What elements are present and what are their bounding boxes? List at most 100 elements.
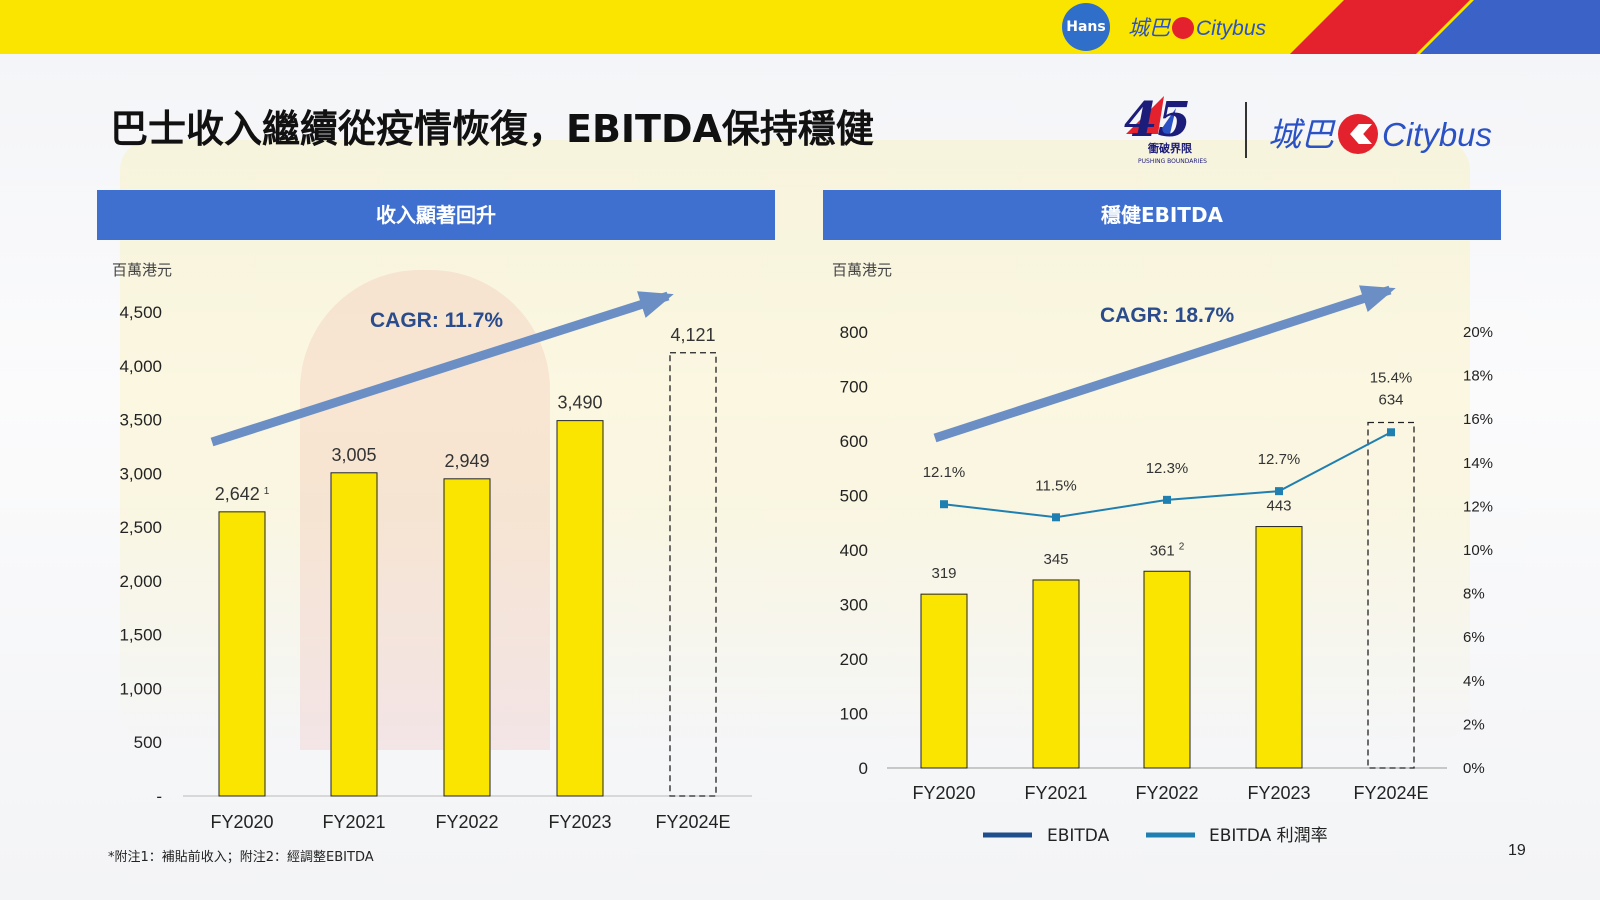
revenue-y-tick-label: 4,500 [119, 303, 162, 322]
ebitda-value-label: 634 [1378, 391, 1403, 408]
ebitda-margin-point [1387, 428, 1395, 437]
revenue-x-tick-label: FY2024E [655, 812, 730, 832]
ebitda-bar-estimate [1367, 421, 1415, 769]
revenue-y-tick-label: 3,500 [119, 411, 162, 430]
revenue-x-tick-label: FY2022 [435, 812, 498, 832]
revenue-y-tick-label: 4,000 [119, 357, 162, 376]
ebitda-margin-label: 12.7% [1258, 451, 1301, 468]
revenue-bar [556, 420, 604, 797]
revenue-bar [330, 472, 378, 797]
page-title: 巴士收入繼續從疫情恢復，EBITDA保持穩健 [110, 107, 874, 151]
ebitda-value-label: 345 [1043, 551, 1068, 568]
footnote: *附注1：補貼前收入；附注2：經調整EBITDA [108, 850, 374, 865]
revenue-bar [443, 478, 491, 797]
ebitda-x-tick-label: FY2020 [912, 783, 975, 803]
revenue-cagr-arrow-head [637, 291, 674, 318]
revenue-value-label: 2,949 [444, 451, 489, 471]
ebitda-value-label: 443 [1266, 498, 1291, 515]
ebitda-cagr-label: CAGR: 18.7% [1100, 304, 1235, 327]
revenue-value-label: 4,121 [670, 325, 715, 345]
revenue-x-tick-label: FY2023 [548, 812, 611, 832]
ebitda-margin-label: 12.3% [1146, 460, 1189, 477]
ebitda-y-tick-label: 100 [840, 705, 868, 724]
ebitda-margin-point [1275, 487, 1283, 496]
ebitda-cagr-arrow-shaft [933, 285, 1392, 443]
anniversary-45-logo: 45 衝破界限 PUSHING BOUNDARIES [1124, 92, 1207, 165]
anniversary-45-en: PUSHING BOUNDARIES [1138, 158, 1207, 165]
ebitda-y2-tick-label: 16% [1463, 411, 1493, 428]
revenue-y-tick-label: 500 [134, 733, 162, 752]
revenue-x-tick-label: FY2020 [210, 812, 273, 832]
revenue-value-label: 3,005 [331, 445, 376, 465]
revenue-x-tick-label: FY2021 [322, 812, 385, 832]
ebitda-y-tick-label: 400 [840, 541, 868, 560]
ebitda-value-label: 361 2 [1150, 541, 1185, 559]
ebitda-margin-point [940, 500, 948, 509]
ebitda-y-tick-label: 600 [840, 432, 868, 451]
top-citybus-logo: 城巴 Citybus [1128, 12, 1266, 42]
top-citybus-logo-cn: 城巴 [1128, 17, 1170, 40]
ebitda-y2-tick-label: 20% [1463, 324, 1493, 341]
ebitda-bar [920, 593, 968, 769]
page-number: 19 [1508, 842, 1526, 859]
ebitda-y-tick-label: 700 [840, 378, 868, 397]
ebitda-y-tick-label: 500 [840, 487, 868, 506]
revenue-bar [218, 511, 266, 797]
ebitda-unit-label: 百萬港元 [832, 261, 892, 279]
revenue-value-label: 3,490 [557, 393, 602, 413]
ebitda-x-tick-label: FY2022 [1135, 783, 1198, 803]
revenue-y-tick-label: 2,000 [119, 572, 162, 591]
revenue-y-tick-label: 1,000 [119, 679, 162, 698]
ebitda-value-label: 319 [931, 565, 956, 582]
legend-ebitda-label: EBITDA [1047, 826, 1110, 846]
citybus-brand-en: Citybus [1382, 116, 1493, 153]
ebitda-y2-tick-label: 4% [1463, 673, 1485, 690]
ebitda-y-tick-label: 300 [840, 596, 868, 615]
revenue-y-tick-label: 1,500 [119, 626, 162, 645]
hans-group-logo: Hans [1062, 3, 1110, 51]
ebitda-x-tick-label: FY2024E [1353, 783, 1428, 803]
ebitda-margin-point [1163, 495, 1171, 504]
ebitda-cagr-arrow-head [1359, 285, 1396, 312]
revenue-unit-label: 百萬港元 [112, 261, 172, 279]
ebitda-y-tick-label: 200 [840, 650, 868, 669]
ebitda-x-tick-label: FY2021 [1024, 783, 1087, 803]
ebitda-y-tick-label: 0 [859, 759, 868, 778]
revenue-cagr-label: CAGR: 11.7% [370, 309, 503, 332]
revenue-y-tick-label: 2,500 [119, 518, 162, 537]
citybus-brand-logo: 城巴 Citybus [1268, 108, 1492, 156]
revenue-cagr-arrow-shaft [210, 291, 670, 447]
anniversary-45-number: 45 [1124, 92, 1191, 148]
citybus-brand-cn: 城巴 [1268, 116, 1334, 153]
ebitda-y2-tick-label: 8% [1463, 586, 1485, 603]
anniversary-45-shape-blue [1158, 108, 1176, 134]
revenue-value-label: 2,642 1 [215, 484, 270, 504]
ebitda-x-tick-label: FY2023 [1247, 783, 1310, 803]
revenue-bar-estimate [669, 352, 717, 797]
anniversary-45-cn: 衝破界限 [1147, 141, 1192, 155]
ebitda-y2-tick-label: 10% [1463, 542, 1493, 559]
ebitda-margin-label: 12.1% [923, 464, 966, 481]
ebitda-panel-header: 穩健EBITDA [823, 190, 1501, 240]
ebitda-y-tick-label: 800 [840, 323, 868, 342]
logo-divider [1245, 102, 1247, 158]
ebitda-y2-tick-label: 14% [1463, 455, 1493, 472]
anniversary-45-shape-red [1126, 96, 1164, 134]
ebitda-bar [1143, 570, 1191, 769]
top-citybus-logo-en: Citybus [1196, 17, 1267, 40]
ebitda-y2-tick-label: 0% [1463, 760, 1485, 777]
revenue-y-tick-label: 3,000 [119, 464, 162, 483]
ebitda-margin-point [1052, 513, 1060, 522]
citybus-brand-c-icon [1338, 114, 1378, 154]
ebitda-margin-label: 15.4% [1370, 369, 1413, 386]
revenue-panel-header: 收入顯著回升 [97, 190, 775, 240]
ebitda-bar [1255, 526, 1303, 769]
ebitda-margin-label: 11.5% [1035, 477, 1076, 494]
ebitda-y2-tick-label: 18% [1463, 368, 1493, 385]
ebitda-y2-tick-label: 2% [1463, 716, 1485, 733]
citybus-c-icon [1172, 17, 1194, 39]
ebitda-y2-tick-label: 12% [1463, 498, 1493, 515]
ebitda-bar [1032, 579, 1080, 769]
ebitda-y2-tick-label: 6% [1463, 629, 1485, 646]
